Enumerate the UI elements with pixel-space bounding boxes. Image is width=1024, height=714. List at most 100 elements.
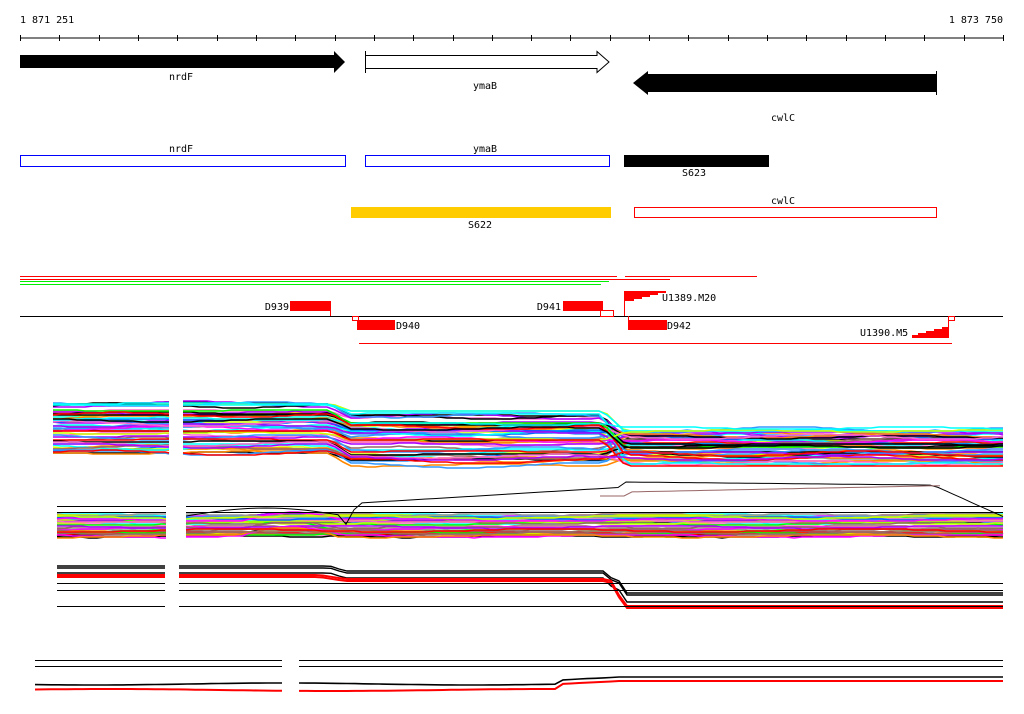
expression-trace xyxy=(183,423,1003,456)
expression-trace xyxy=(52,411,169,416)
expression-trace xyxy=(53,402,169,405)
feature-D940[interactable]: D940 xyxy=(357,320,420,332)
expression-trace xyxy=(53,425,169,432)
expression-trace xyxy=(53,435,169,438)
expression-trace xyxy=(56,517,166,521)
expression-trace xyxy=(53,449,170,454)
ruler-start-label: 1 871 251 xyxy=(20,15,74,26)
expression-trace xyxy=(600,485,941,497)
coverage-lines xyxy=(20,276,757,285)
expression-trace xyxy=(183,416,1003,439)
annotation-nrdF[interactable]: nrdF xyxy=(20,144,346,167)
expression-trace xyxy=(53,438,169,441)
feature-D942[interactable]: D942 xyxy=(628,316,691,332)
expression-trace xyxy=(182,450,1003,468)
annotation-S622[interactable]: S622 xyxy=(351,207,611,231)
expression-trace xyxy=(57,529,166,533)
expression-trace xyxy=(182,443,1003,461)
expression-trace xyxy=(57,513,166,517)
feature-label: U1389.M20 xyxy=(662,293,716,304)
feature-track: D939 D940 D941 U1389.M20 D942 U1390.M5 xyxy=(20,291,1003,344)
expression-trace xyxy=(57,515,167,520)
feature-label: D942 xyxy=(667,321,691,332)
expression-trace xyxy=(183,430,1003,467)
feature-label: D939 xyxy=(265,302,289,313)
expression-trace xyxy=(182,433,1003,450)
expression-trace xyxy=(185,528,1003,533)
expression-trace xyxy=(185,515,1003,520)
ruler-end-label: 1 873 750 xyxy=(949,15,1003,26)
expression-trace xyxy=(299,680,1003,692)
annotation-S623[interactable]: S623 xyxy=(624,155,769,179)
annotation-label: S622 xyxy=(468,220,492,231)
expression-trace xyxy=(53,415,169,420)
annotation-ymaB[interactable]: ymaB xyxy=(365,144,610,167)
coordinate-ruler: 1 871 251 1 873 750 xyxy=(20,15,1004,41)
expression-trace xyxy=(57,534,166,539)
expression-trace xyxy=(183,425,1003,460)
expression-trace xyxy=(53,432,170,436)
feature-label: U1390.M5 xyxy=(860,328,908,339)
feature-label: D940 xyxy=(396,321,420,332)
feature-U1389-M20[interactable]: U1389.M20 xyxy=(624,291,716,316)
expression-trace xyxy=(57,525,166,529)
expression-trace xyxy=(186,525,1003,530)
expression-trace xyxy=(185,481,1004,526)
annotation-label: cwlC xyxy=(771,196,795,207)
annotation-label: S623 xyxy=(682,168,706,179)
expression-trace xyxy=(185,521,1003,526)
expression-trace xyxy=(57,532,166,535)
expression-trace xyxy=(52,420,169,427)
gene-label: cwlC xyxy=(771,113,795,124)
feature-label: D941 xyxy=(537,302,561,313)
expression-trace xyxy=(183,418,1003,449)
expression-trace xyxy=(183,420,1003,440)
expression-trace xyxy=(52,444,170,451)
expression-trace xyxy=(183,413,1003,461)
expression-trace xyxy=(53,432,169,435)
expression-trace xyxy=(183,409,1003,449)
expression-trace xyxy=(34,682,282,686)
expression-trace xyxy=(186,513,1003,518)
feature-marker xyxy=(352,316,359,321)
expression-trace xyxy=(186,530,1003,535)
feature-D941[interactable]: D941 xyxy=(537,301,614,317)
expression-trace xyxy=(183,404,1003,432)
expression-trace xyxy=(53,409,169,412)
expression-trace xyxy=(183,417,1003,430)
annotation-label: nrdF xyxy=(169,144,193,155)
gene-label: nrdF xyxy=(169,72,193,83)
gene-ymaB[interactable]: ymaB xyxy=(365,50,610,92)
annotation-label: ymaB xyxy=(473,144,497,155)
expression-trace xyxy=(183,441,1004,466)
expression-trace xyxy=(186,520,1003,525)
expression-trace xyxy=(53,409,169,412)
expression-trace xyxy=(179,565,1003,594)
expression-trace xyxy=(56,520,166,523)
feature-D939[interactable]: D939 xyxy=(265,301,331,316)
expression-trace xyxy=(182,450,1003,464)
expression-trace xyxy=(182,448,1003,469)
expression-traces xyxy=(34,400,1004,692)
gene-nrdF[interactable]: nrdF xyxy=(20,51,345,83)
ruler-ticks xyxy=(20,35,1004,41)
expression-trace xyxy=(183,425,1003,466)
expression-trace xyxy=(53,418,169,423)
expression-trace xyxy=(179,576,1003,609)
expression-trace xyxy=(53,443,169,448)
expression-trace xyxy=(34,688,283,692)
expression-trace xyxy=(53,434,169,441)
expression-trace xyxy=(53,452,169,455)
expression-trace xyxy=(298,676,1003,686)
gene-label: ymaB xyxy=(473,81,497,92)
gene-cwlC[interactable]: cwlC xyxy=(633,71,937,124)
expression-trace xyxy=(53,411,169,415)
expression-trace xyxy=(183,402,1003,466)
expression-trace xyxy=(179,567,1003,596)
expression-trace xyxy=(57,523,166,526)
feature-U1390-M5[interactable]: U1390.M5 xyxy=(860,316,955,339)
annotation-cwlC[interactable]: cwlC xyxy=(634,196,937,218)
expression-trace xyxy=(186,516,1003,521)
